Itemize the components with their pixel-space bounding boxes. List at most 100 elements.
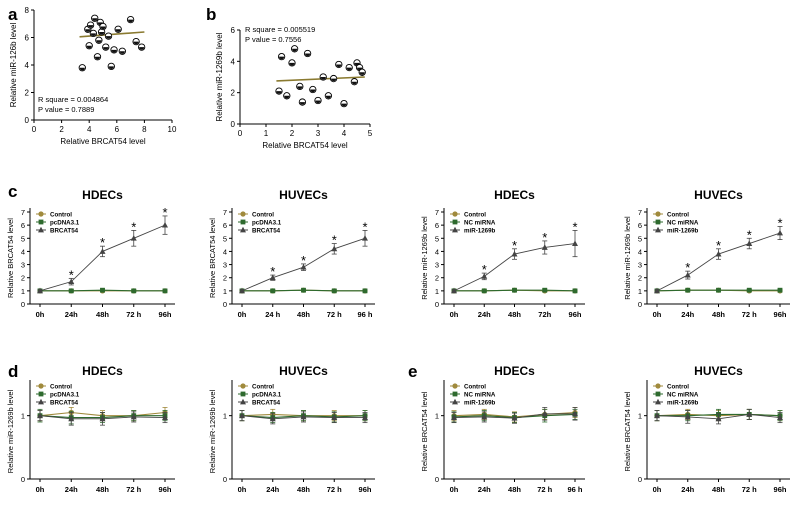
data-point-fill (276, 91, 282, 94)
panel-letter-a: a (8, 5, 18, 24)
data-point (362, 414, 368, 420)
y-tick-label: 5 (435, 234, 439, 243)
chart-title: HDECs (82, 188, 123, 202)
data-point-fill (79, 67, 85, 71)
significance-star: * (131, 219, 136, 234)
legend-marker (240, 398, 246, 405)
y-tick-label: 3 (21, 261, 25, 270)
data-point (654, 412, 660, 419)
data-point (269, 415, 276, 422)
legend-marker (38, 226, 44, 233)
data-point-fill (320, 77, 326, 80)
x-tick-label: 96h (569, 310, 582, 319)
series-2 (37, 410, 168, 426)
data-point (746, 240, 753, 246)
y-tick-label: 0 (223, 475, 227, 484)
legend-label: pcDNA3.1 (50, 392, 80, 399)
legend-marker (452, 219, 458, 225)
y-tick-label: 1 (638, 412, 642, 421)
x-tick-label: 48h (297, 310, 310, 319)
series-2 (654, 408, 783, 425)
y-tick-label: 1 (638, 287, 642, 296)
x-tick-label: 96h (774, 485, 787, 494)
y-tick-label: 7 (638, 208, 642, 217)
data-point-fill (325, 95, 331, 99)
significance-star: * (270, 264, 275, 279)
y-tick-label: 2 (21, 274, 25, 283)
data-point (130, 235, 137, 241)
data-point (511, 250, 518, 257)
y-axis-label: Relative BRCAT54 level (420, 391, 429, 471)
data-point (362, 288, 368, 294)
significance-star: * (69, 267, 74, 282)
chart-c3: HDECs 0 1 2 3 4 5 6 7 0h 24h 48h 72h 96h Relative miR-… (420, 188, 585, 319)
x-tick-label: 10 (168, 125, 177, 134)
x-tick-label: 48h (712, 485, 725, 494)
y-tick-label: 4 (223, 247, 227, 256)
x-tick-label: 24h (681, 310, 694, 319)
y-tick-label: 1 (21, 412, 25, 421)
x-axis-label: Relative BRCAT54 level (60, 137, 145, 146)
legend-label: Control (50, 212, 72, 219)
y-axis-label: Relative BRCAT54 level (623, 391, 632, 471)
data-point (481, 413, 488, 420)
x-tick-label: 72 h (537, 485, 552, 494)
significance-star: * (301, 253, 306, 268)
x-tick-label: 0h (450, 485, 459, 494)
y-tick-label: 6 (435, 221, 439, 230)
data-point-fill (85, 29, 91, 32)
significance-star: * (685, 260, 690, 275)
x-tick-label: 96 h (567, 485, 582, 494)
x-tick-label: 72 h (126, 485, 141, 494)
x-tick-label: 72h (538, 310, 551, 319)
x-tick-label: 72 h (742, 310, 757, 319)
x-tick-label: 0h (653, 310, 662, 319)
data-point-fill (103, 47, 109, 50)
x-tick-label: 1 (264, 129, 269, 138)
significance-star: * (162, 205, 167, 220)
data-point (746, 411, 753, 417)
legend-marker (452, 391, 458, 397)
y-tick-label: 4 (25, 61, 30, 70)
legend-label: NC miRNA (464, 392, 496, 399)
x-tick-label: 24 h (265, 310, 280, 319)
legend-label: NC miRNA (667, 220, 699, 227)
legend-label: pcDNA3.1 (252, 392, 282, 399)
data-point-fill (346, 67, 352, 71)
data-point-fill (100, 26, 106, 30)
x-tick-label: 96h (159, 485, 172, 494)
chart-title: HUVECs (694, 364, 743, 378)
stats-annotation: P value = 0.7889 (38, 105, 94, 114)
y-tick-label: 3 (435, 261, 439, 270)
y-tick-label: 8 (25, 6, 30, 15)
y-tick-label: 1 (21, 287, 25, 296)
data-point (162, 288, 168, 294)
x-tick-label: 48h (96, 485, 109, 494)
y-tick-label: 7 (435, 208, 439, 217)
x-tick-label: 6 (115, 125, 120, 134)
legend-label: miR-1269b (464, 228, 496, 235)
x-tick-label: 24h (478, 310, 491, 319)
x-tick-label: 48h (508, 485, 521, 494)
x-tick-label: 72 h (126, 310, 141, 319)
y-tick-label: 3 (638, 261, 642, 270)
data-point-fill (96, 40, 102, 43)
x-tick-label: 4 (342, 129, 347, 138)
y-axis-label: Relative BRCAT54 level (6, 218, 15, 298)
y-tick-label: 4 (231, 57, 236, 66)
series-2 (654, 226, 783, 294)
y-tick-label: 6 (21, 221, 25, 230)
y-tick-label: 4 (435, 247, 439, 256)
x-tick-label: 0h (450, 310, 459, 319)
chart-d2: HUVECs 0 1 0h 24h 48h 72 h 96h Relative miR-1269… (208, 364, 375, 494)
legend-marker (655, 219, 661, 225)
y-tick-label: 7 (223, 208, 227, 217)
legend-marker (655, 391, 661, 397)
data-point-fill (284, 95, 290, 99)
data-point-fill (297, 86, 303, 89)
data-point (331, 288, 337, 294)
data-point-fill (292, 48, 298, 52)
data-point (572, 288, 578, 294)
data-point (300, 264, 307, 270)
